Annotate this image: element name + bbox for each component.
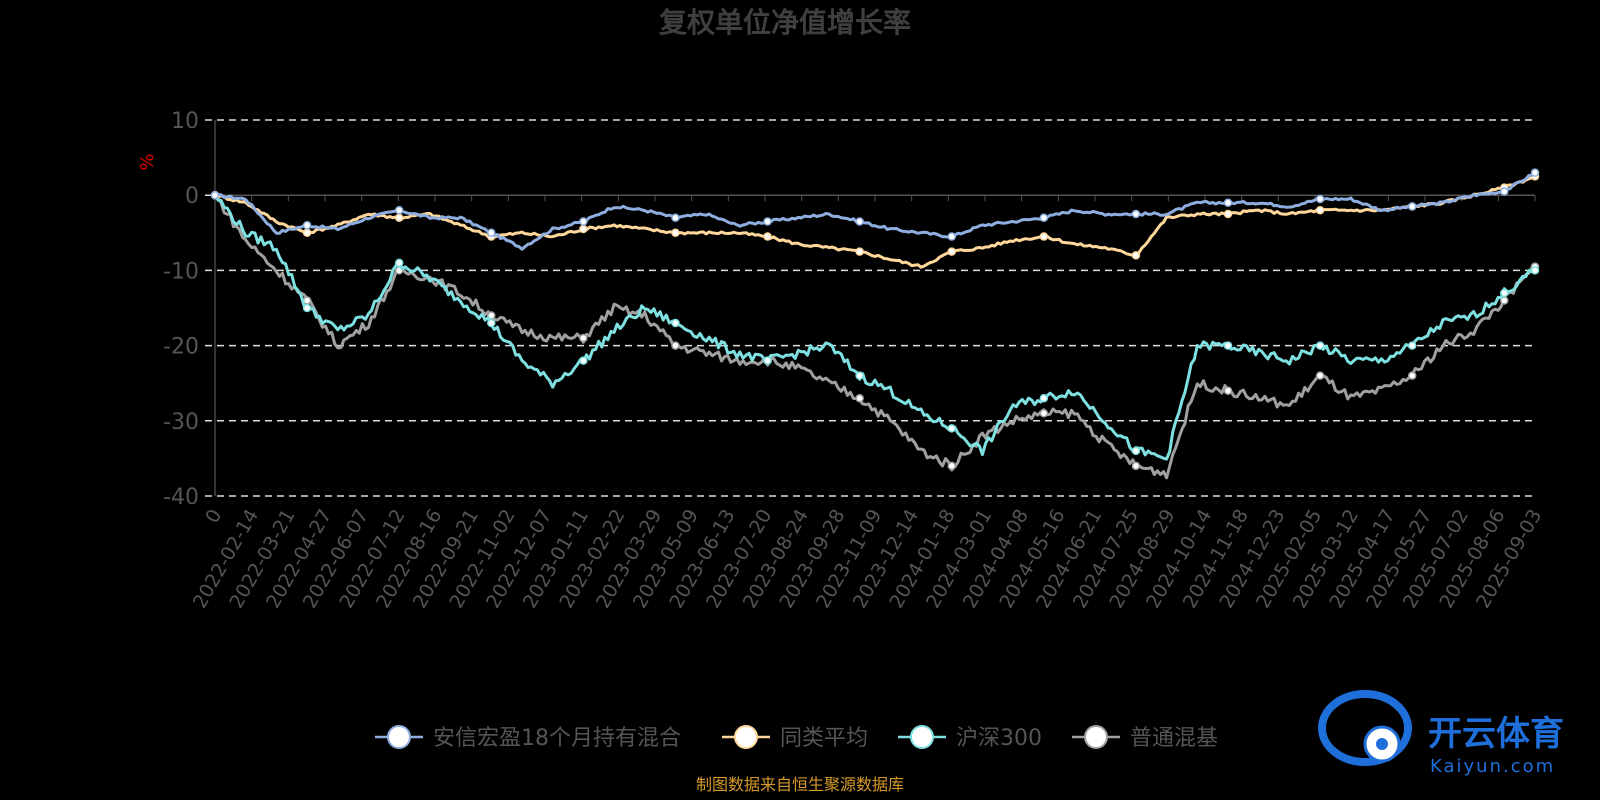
series-point (487, 228, 496, 238)
legend-label[interactable]: 安信宏盈18个月持有混合 (433, 726, 681, 751)
series-point (1315, 341, 1325, 350)
series-point (763, 356, 772, 365)
series-point (1039, 393, 1049, 403)
series-point (855, 393, 864, 403)
series-point (1500, 288, 1509, 298)
series-point (1530, 168, 1540, 177)
series-point (671, 213, 680, 223)
series-point (1407, 202, 1417, 211)
y-axis-label: % (137, 153, 158, 170)
series-point (671, 318, 680, 328)
series-point (1315, 205, 1325, 215)
series-point (947, 424, 956, 433)
chart-title: 复权单位净值增长率 (659, 6, 911, 39)
series-point (394, 258, 404, 268)
legend-label[interactable]: 同类平均 (780, 726, 868, 751)
y-tick-label: 0 (185, 184, 199, 209)
series-point (210, 190, 220, 200)
series-point (1131, 461, 1141, 471)
series-point (1039, 232, 1049, 241)
series-point (1131, 251, 1141, 260)
y-axis-ticks: 10 0 -10 -20 -30 -40 (163, 109, 199, 510)
series-point (487, 318, 496, 328)
series-point (1223, 341, 1233, 350)
grid-lines (205, 119, 1535, 497)
series-point (579, 356, 588, 365)
series-point (763, 217, 772, 226)
series-line (213, 194, 1536, 480)
series-point (579, 333, 588, 343)
series-point (671, 341, 680, 350)
series-line (213, 194, 1536, 461)
series-point (1131, 446, 1141, 456)
series-point (302, 228, 312, 238)
series-point (855, 217, 864, 226)
series-point (579, 224, 588, 234)
data-source-note: 制图数据来自恒生聚源数据库 (696, 775, 904, 794)
series-point (947, 247, 956, 256)
legend[interactable]: 安信宏盈18个月持有混合 同类平均 沪深300 普通混基 (375, 725, 1218, 751)
series-point (1223, 386, 1233, 395)
series-point (1315, 371, 1325, 380)
series-line (214, 171, 1536, 251)
series-point (947, 232, 956, 241)
watermark-en: Kaiyun.com (1430, 756, 1555, 777)
y-tick-label: -40 (163, 485, 199, 510)
legend-marker (734, 725, 758, 749)
legend-label[interactable]: 普通混基 (1130, 726, 1218, 751)
legend-marker (910, 725, 934, 749)
soccer-ball-patch-icon (1376, 738, 1388, 750)
series-point (394, 213, 404, 223)
series-lines (210, 168, 1540, 480)
watermark-cn: 开云体育 (1428, 714, 1564, 754)
logo-ring-icon (1318, 690, 1412, 766)
series-point (1223, 198, 1233, 207)
series-point (1223, 209, 1233, 219)
series-point (763, 232, 772, 241)
series-point (1530, 266, 1540, 275)
y-tick-label: -20 (163, 335, 199, 360)
series-point (1039, 213, 1049, 223)
legend-label[interactable]: 沪深300 (956, 726, 1042, 751)
series-point (947, 461, 956, 471)
series-point (855, 371, 864, 380)
legend-marker (387, 725, 411, 749)
series-point (1131, 209, 1141, 219)
series-point (1407, 371, 1417, 380)
y-tick-label: -10 (163, 259, 199, 284)
series-point (394, 205, 404, 215)
series-point (671, 228, 680, 238)
series-line (214, 175, 1536, 269)
series-point (1500, 187, 1509, 196)
series-point (1315, 194, 1325, 204)
series-point (579, 217, 588, 226)
y-tick-label: 10 (171, 109, 199, 134)
series-point (1407, 341, 1417, 350)
legend-marker (1084, 725, 1108, 749)
y-tick-label: -30 (163, 410, 199, 435)
series-point (302, 303, 312, 313)
series-point (855, 247, 864, 256)
x-tick-label: 0 (201, 506, 226, 527)
kaiyun-logo: 开云体育 Kaiyun.com (1318, 690, 1564, 777)
series-point (302, 221, 312, 230)
series-point (1039, 409, 1049, 418)
